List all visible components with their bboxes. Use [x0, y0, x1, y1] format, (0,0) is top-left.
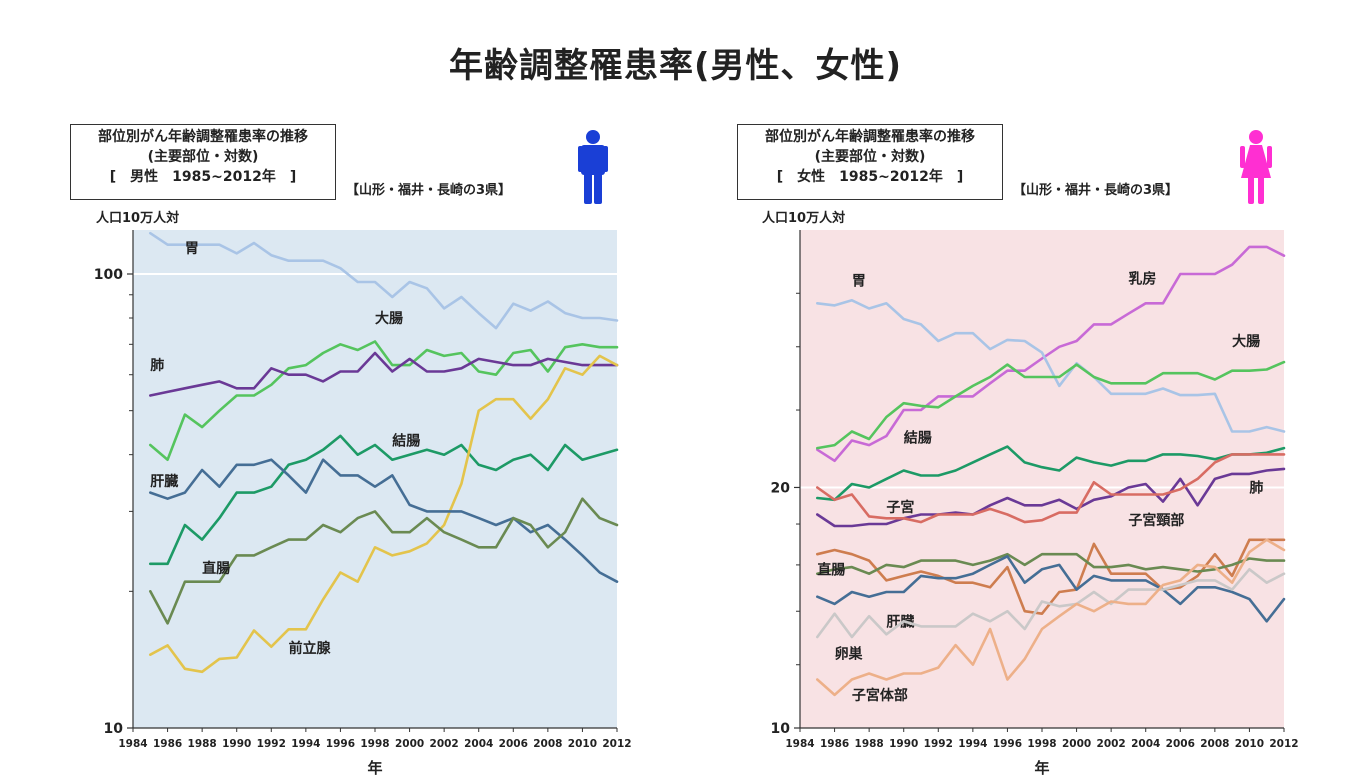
male-x-tick-label: 2008: [533, 738, 562, 750]
page-title: 年齢調整罹患率(男性、女性): [448, 46, 903, 86]
female-box-line2: (主要部位・対数): [814, 149, 926, 165]
male-series-label-4: 前立腺: [289, 640, 332, 657]
female-incidence-chart: 10 20 1984 1986 1988 1990 1992 1994 1996 1998 2000…: [771, 230, 1299, 777]
male-incidence-chart: 10 100 1984 1986 1988 1990 1992 1994 1996 1998 200…: [94, 230, 632, 777]
male-unit-label: 人口10万人対: [96, 211, 180, 226]
male-box-line1: 部位別がん年齢調整罹患率の推移: [98, 129, 308, 145]
female-series-line-0: [816, 245, 1286, 463]
female-x-tick-label: 2008: [1200, 738, 1229, 750]
female-x-tick-label: 1998: [1027, 738, 1056, 750]
female-x-tick-label: 2010: [1235, 738, 1264, 750]
male-box-line3: [ 男性 1985~2012年 ]: [109, 169, 297, 185]
female-series-line-8: [816, 554, 1286, 623]
male-series-line-2: [149, 351, 619, 397]
male-series-line-4: [149, 354, 619, 674]
male-x-tick-label: 2004: [464, 738, 493, 750]
female-x-tick-label: 2002: [1097, 738, 1126, 750]
male-x-tick-label: 2006: [499, 738, 528, 750]
female-series-line-2: [816, 360, 1286, 450]
male-series-label-1: 大腸: [375, 310, 403, 327]
female-unit-label: 人口10万人対: [762, 211, 846, 226]
male-box-line2: (主要部位・対数): [147, 149, 259, 165]
female-series-line-5: [816, 453, 1286, 524]
female-x-tick-label: 1984: [785, 738, 814, 750]
male-series-label-5: 肝臓: [150, 473, 178, 490]
male-region-label: 【山形・福井・長崎の3県】: [346, 183, 512, 198]
female-series-label-5: 子宮: [886, 499, 914, 516]
female-series-line-10: [816, 538, 1286, 697]
female-x-tick-label: 2006: [1166, 738, 1195, 750]
female-series-label-10: 子宮体部: [852, 687, 908, 704]
male-x-tick-label: 2000: [395, 738, 424, 750]
male-person-icon: [578, 130, 608, 204]
female-series-label-9: 卵巣: [835, 645, 864, 662]
female-box-line3: [ 女性 1985~2012年 ]: [776, 169, 964, 185]
female-x-tick-label: 1992: [924, 738, 953, 750]
female-series-line-3: [816, 445, 1286, 502]
male-chart-title-box: 部位別がん年齢調整罹患率の推移 (主要部位・対数) [ 男性 1985~2012…: [70, 124, 336, 200]
female-series-label-6: 子宮頸部: [1128, 512, 1184, 529]
female-x-tick-label: 2012: [1269, 738, 1298, 750]
female-x-tick-label: 1986: [820, 738, 849, 750]
female-series-label-2: 大腸: [1232, 333, 1260, 350]
female-person-icon: [1240, 130, 1272, 204]
male-x-tick-label: 1984: [118, 738, 147, 750]
male-y-tick-label: 10: [104, 721, 124, 737]
male-plot-area: [133, 230, 617, 728]
female-x-tick-label: 2004: [1131, 738, 1160, 750]
female-series-label-1: 胃: [852, 274, 866, 290]
male-x-tick-label: 1986: [153, 738, 182, 750]
female-x-tick-label: 1996: [993, 738, 1022, 750]
male-y-tick-label: 100: [94, 267, 123, 283]
female-y-tick-label: 10: [771, 721, 791, 737]
female-x-tick-label: 1990: [889, 738, 918, 750]
male-series-label-2: 肺: [150, 358, 164, 374]
male-x-tick-label: 1998: [360, 738, 389, 750]
male-series-label-6: 直腸: [202, 560, 230, 577]
male-series-line-0: [149, 231, 619, 330]
male-x-tick-label: 2002: [430, 738, 459, 750]
female-series-label-0: 乳房: [1128, 271, 1156, 288]
female-series-label-7: 直腸: [817, 561, 845, 578]
male-x-axis-title: 年: [367, 759, 382, 777]
female-series-label-4: 肺: [1249, 480, 1263, 496]
female-x-tick-label: 1994: [958, 738, 987, 750]
female-series-label-3: 結腸: [904, 429, 932, 446]
male-series-line-6: [149, 497, 619, 625]
male-series-line-3: [149, 434, 619, 566]
female-y-tick-label: 20: [771, 480, 791, 496]
male-x-tick-label: 1990: [222, 738, 251, 750]
female-chart-title-box: 部位別がん年齢調整罹患率の推移 (主要部位・対数) [ 女性 1985~2012…: [737, 124, 1003, 200]
female-x-tick-label: 2000: [1062, 738, 1091, 750]
female-plot-area: [800, 230, 1284, 728]
female-series-line-1: [816, 299, 1286, 433]
male-x-tick-label: 1994: [291, 738, 320, 750]
male-series-label-0: 胃: [185, 241, 199, 257]
male-x-tick-label: 1992: [257, 738, 286, 750]
female-series-line-7: [816, 552, 1286, 576]
female-series-line-4: [816, 467, 1286, 528]
male-x-tick-label: 2012: [602, 738, 631, 750]
female-series-label-8: 肝臓: [886, 613, 914, 630]
male-series-label-3: 結腸: [392, 432, 420, 449]
male-x-tick-label: 1988: [188, 738, 217, 750]
female-x-tick-label: 1988: [855, 738, 884, 750]
male-series-line-5: [149, 458, 619, 584]
male-x-tick-label: 1996: [326, 738, 355, 750]
female-box-line1: 部位別がん年齢調整罹患率の推移: [765, 129, 975, 145]
female-region-label: 【山形・福井・長崎の3県】: [1013, 183, 1179, 198]
male-x-tick-label: 2010: [568, 738, 597, 750]
female-series-line-9: [816, 567, 1286, 639]
female-x-axis-title: 年: [1034, 759, 1049, 777]
